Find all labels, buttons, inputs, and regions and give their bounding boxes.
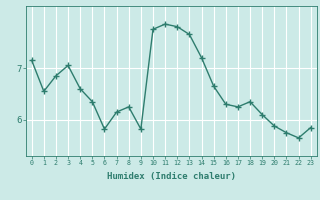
X-axis label: Humidex (Indice chaleur): Humidex (Indice chaleur) [107,172,236,181]
